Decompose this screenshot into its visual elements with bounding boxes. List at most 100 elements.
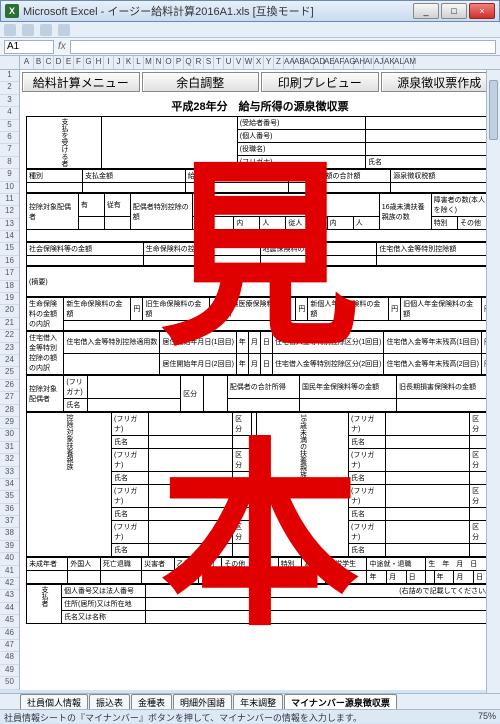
qat-icon[interactable] [58, 24, 70, 36]
row-header[interactable]: 15 [0, 243, 19, 255]
row-header[interactable]: 18 [0, 281, 19, 293]
column-header[interactable]: AM [404, 56, 414, 69]
column-header[interactable]: AL [394, 56, 404, 69]
row-header[interactable]: 20 [0, 305, 19, 317]
row-header[interactable]: 9 [0, 169, 19, 181]
row-header[interactable]: 28 [0, 405, 19, 417]
column-header[interactable]: AJ [374, 56, 384, 69]
column-header[interactable]: W [244, 56, 254, 69]
column-header[interactable]: X [254, 56, 264, 69]
create-button[interactable]: 源泉徴収票作成 [381, 72, 499, 92]
row-header[interactable]: 45 [0, 615, 19, 627]
row-header[interactable]: 41 [0, 566, 19, 578]
row-header[interactable]: 35 [0, 491, 19, 503]
column-header[interactable]: F [74, 56, 84, 69]
sheet-tab[interactable]: 金種表 [131, 694, 172, 710]
row-header[interactable]: 50 [0, 677, 19, 689]
row-header[interactable]: 5 [0, 120, 19, 132]
column-header[interactable]: G [84, 56, 94, 69]
column-header[interactable]: AF [334, 56, 344, 69]
sheet-tab[interactable]: 年末調整 [233, 694, 283, 710]
menu-button[interactable]: 給料計算メニュー [22, 72, 140, 92]
column-header[interactable]: H [94, 56, 104, 69]
column-header[interactable]: O [164, 56, 174, 69]
column-header[interactable]: S [204, 56, 214, 69]
sheet-tab[interactable]: 振込表 [89, 694, 130, 710]
column-header[interactable]: P [174, 56, 184, 69]
row-header[interactable]: 25 [0, 367, 19, 379]
row-header[interactable]: 7 [0, 144, 19, 156]
column-header[interactable]: Z [274, 56, 284, 69]
row-header[interactable]: 36 [0, 504, 19, 516]
name-box[interactable]: A1 [4, 40, 54, 54]
row-header[interactable]: 31 [0, 442, 19, 454]
row-header[interactable]: 49 [0, 665, 19, 677]
row-header[interactable]: 11 [0, 194, 19, 206]
column-header[interactable]: N [154, 56, 164, 69]
column-header[interactable]: R [194, 56, 204, 69]
row-header[interactable]: 42 [0, 578, 19, 590]
column-header[interactable]: AA [284, 56, 294, 69]
row-header[interactable]: 22 [0, 330, 19, 342]
row-header[interactable]: 26 [0, 380, 19, 392]
qat-icon[interactable] [4, 24, 16, 36]
row-header[interactable]: 29 [0, 417, 19, 429]
row-header[interactable]: 32 [0, 454, 19, 466]
grid[interactable]: 給料計算メニュー 余白調整 印刷プレビュー 源泉徴収票作成 平成28年分 給与所… [20, 70, 500, 690]
column-header[interactable]: U [224, 56, 234, 69]
row-header[interactable]: 10 [0, 182, 19, 194]
qat-icon[interactable] [22, 24, 34, 36]
column-header[interactable]: B [34, 56, 44, 69]
row-header[interactable]: 46 [0, 628, 19, 640]
maximize-button[interactable]: □ [441, 3, 467, 19]
column-header[interactable]: AK [384, 56, 394, 69]
row-header[interactable]: 3 [0, 95, 19, 107]
row-header[interactable]: 47 [0, 640, 19, 652]
column-header[interactable]: L [134, 56, 144, 69]
margin-button[interactable]: 余白調整 [142, 72, 260, 92]
formula-input[interactable] [70, 40, 496, 54]
fx-label[interactable]: fx [58, 41, 66, 52]
row-header[interactable]: 39 [0, 541, 19, 553]
sheet-tab[interactable]: 明細外国語 [173, 694, 232, 710]
preview-button[interactable]: 印刷プレビュー [261, 72, 379, 92]
column-header[interactable]: AI [364, 56, 374, 69]
column-header[interactable]: Q [184, 56, 194, 69]
row-header[interactable]: 1 [0, 70, 19, 82]
row-header[interactable]: 37 [0, 516, 19, 528]
row-header[interactable]: 21 [0, 318, 19, 330]
column-header[interactable]: K [124, 56, 134, 69]
column-header[interactable]: AG [344, 56, 354, 69]
column-header[interactable]: D [54, 56, 64, 69]
column-header[interactable]: AC [304, 56, 314, 69]
row-header[interactable]: 12 [0, 206, 19, 218]
row-header[interactable]: 14 [0, 231, 19, 243]
row-header[interactable]: 4 [0, 107, 19, 119]
row-header[interactable]: 43 [0, 590, 19, 602]
column-header[interactable]: E [64, 56, 74, 69]
row-header[interactable]: 17 [0, 268, 19, 280]
column-header[interactable]: C [44, 56, 54, 69]
column-header[interactable]: T [214, 56, 224, 69]
vertical-scrollbar[interactable] [486, 70, 500, 693]
row-header[interactable]: 48 [0, 652, 19, 664]
row-header[interactable]: 19 [0, 293, 19, 305]
row-header[interactable]: 40 [0, 553, 19, 565]
sheet-tab[interactable]: マイナンバー源泉徴収票 [284, 694, 397, 710]
minimize-button[interactable]: _ [413, 3, 439, 19]
zoom-level[interactable]: 75% [478, 711, 496, 722]
sheet-tab[interactable]: 社員個人情報 [20, 694, 88, 710]
row-header[interactable]: 23 [0, 343, 19, 355]
column-header[interactable]: M [144, 56, 154, 69]
column-header[interactable]: J [114, 56, 124, 69]
row-header[interactable]: 44 [0, 603, 19, 615]
column-header[interactable]: AE [324, 56, 334, 69]
close-button[interactable]: × [469, 3, 495, 19]
row-header[interactable]: 30 [0, 429, 19, 441]
row-header[interactable]: 38 [0, 528, 19, 540]
column-header[interactable]: I [104, 56, 114, 69]
column-header[interactable]: AD [314, 56, 324, 69]
row-header[interactable]: 8 [0, 157, 19, 169]
row-header[interactable]: 16 [0, 256, 19, 268]
column-header[interactable]: V [234, 56, 244, 69]
